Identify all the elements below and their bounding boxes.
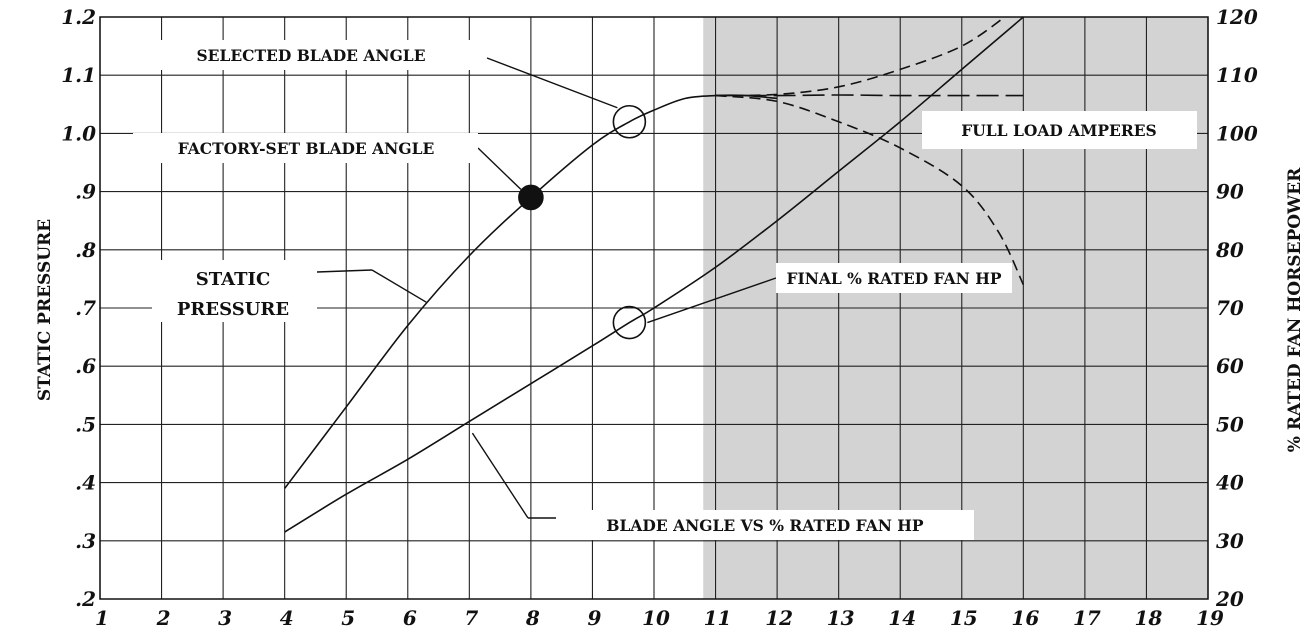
right-axis-title: % RATED FAN HORSEPOWER xyxy=(1285,167,1305,452)
y-left-tick-label: .5 xyxy=(75,412,96,436)
static-pressure-leader xyxy=(316,269,373,273)
annotation-leaders xyxy=(316,57,777,519)
final-rated-fan-hp-leader xyxy=(647,277,777,324)
dashed-flat-series xyxy=(715,94,1024,97)
y-left-tick-label: 1.0 xyxy=(61,121,96,145)
y-right-tick-label: 60 xyxy=(1216,354,1244,378)
x-tick-label: 1 xyxy=(95,606,109,630)
x-tick-label: 2 xyxy=(156,606,171,630)
y-left-tick-label: 1.1 xyxy=(61,63,96,87)
dashed-upper-series xyxy=(715,16,1006,97)
x-tick-label: 16 xyxy=(1011,606,1039,630)
factory-set-blade-angle-box xyxy=(133,133,478,163)
x-tick-label: 6 xyxy=(403,606,417,630)
y-right-tick-label: 110 xyxy=(1216,63,1258,87)
blade-angle-vs-hp-leader-2 xyxy=(471,432,529,519)
y-right-tick-label: 20 xyxy=(1215,587,1244,611)
static-pressure-box xyxy=(152,260,317,322)
x-tick-label: 9 xyxy=(587,606,601,630)
factory-set-blade-angle-marker xyxy=(518,184,544,211)
left-axis-title: STATIC PRESSURE xyxy=(35,219,55,401)
final-rated-fan-hp-marker xyxy=(612,305,647,340)
plot-border xyxy=(99,16,1209,600)
series-layer xyxy=(284,16,1025,533)
y-right-tick-label: 90 xyxy=(1216,180,1244,204)
y-left-tick-label: .2 xyxy=(75,587,96,611)
x-tick-label: 15 xyxy=(950,606,978,630)
static-pressure-series xyxy=(284,94,778,489)
selected-blade-angle-label: SELECTED BLADE ANGLE xyxy=(196,46,425,65)
y-right-tick-label: 40 xyxy=(1216,471,1244,495)
selected-blade-angle-box xyxy=(152,40,470,70)
y-left-tick-label: .3 xyxy=(75,529,96,553)
y-right-tick-label: 80 xyxy=(1215,238,1244,262)
x-tick-label: 18 xyxy=(1135,606,1163,630)
x-tick-label: 10 xyxy=(642,606,670,630)
x-tick-label: 12 xyxy=(765,606,793,630)
y-right-tick-label: 50 xyxy=(1216,412,1244,436)
x-tick-label: 4 xyxy=(280,606,294,630)
y-right-tick-label: 70 xyxy=(1216,296,1244,320)
x-tick-label: 7 xyxy=(464,606,478,630)
y-right-tick-label: 120 xyxy=(1216,5,1258,29)
x-tick-label: 8 xyxy=(525,606,540,630)
blade-angle-hp-series xyxy=(284,16,1024,533)
x-tick-label: 11 xyxy=(704,606,732,630)
selected-blade-angle-leader xyxy=(486,57,618,109)
final-rated-fan-hp-box xyxy=(776,263,1012,293)
markers-layer xyxy=(518,104,647,340)
static-pressure-leader-2 xyxy=(371,269,427,303)
static-pressure-label-line2: PRESSURE xyxy=(177,299,289,320)
x-tick-label: 3 xyxy=(218,606,232,630)
y-left-tick-label: .8 xyxy=(75,238,96,262)
full-load-amperes-label: FULL LOAD AMPERES xyxy=(961,121,1157,140)
blade-angle-vs-hp-label: BLADE ANGLE VS % RATED FAN HP xyxy=(606,516,924,535)
x-tick-label: 14 xyxy=(888,606,916,630)
blade-angle-vs-hp-box xyxy=(556,510,974,540)
tick-labels: 1 2 3 4 5 6 7 8 9 10 11 12 13 14 15 16 17 18 19.2.3.4.5.6.… xyxy=(61,5,1258,630)
x-tick-label: 19 xyxy=(1196,606,1224,630)
full-load-amperes-box xyxy=(922,111,1197,149)
factory-set-blade-angle-leader xyxy=(477,147,522,190)
y-left-tick-label: .4 xyxy=(75,471,96,495)
dashed-lower-series xyxy=(715,94,1025,286)
x-tick-label: 13 xyxy=(827,606,855,630)
factory-set-blade-angle-label: FACTORY-SET BLADE ANGLE xyxy=(178,139,435,158)
y-right-tick-label: 100 xyxy=(1216,121,1258,145)
y-left-tick-label: .7 xyxy=(75,296,96,320)
y-right-tick-label: 30 xyxy=(1216,529,1244,553)
x-tick-label: 17 xyxy=(1073,606,1101,630)
y-left-tick-label: 1.2 xyxy=(61,5,96,29)
x-tick-label: 5 xyxy=(341,606,355,630)
static-pressure-label-line1: STATIC xyxy=(196,269,271,290)
selected-blade-angle-marker xyxy=(612,104,647,139)
y-left-tick-label: .6 xyxy=(75,354,96,378)
final-rated-fan-hp-label: FINAL % RATED FAN HP xyxy=(786,269,1001,288)
y-left-tick-label: .9 xyxy=(75,180,96,204)
